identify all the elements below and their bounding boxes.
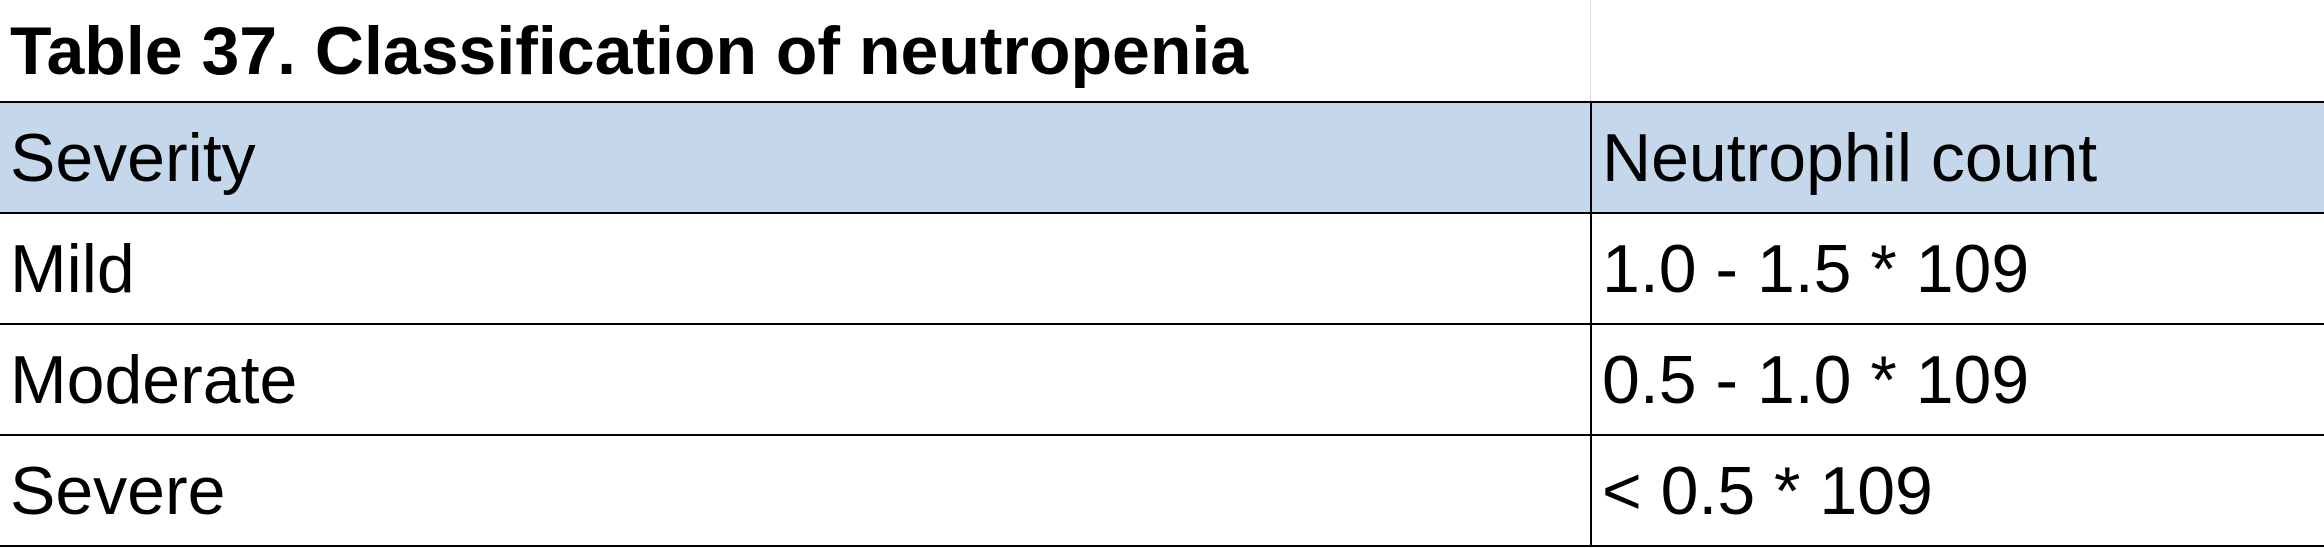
header-cell-severity[interactable]: Severity	[0, 101, 1592, 214]
header-cell-neutrophil-count[interactable]: Neutrophil count	[1591, 101, 2324, 214]
cell-gridline	[1590, 0, 1591, 101]
cell-severity[interactable]: Severe	[0, 434, 1592, 547]
table-row: Severe < 0.5 * 109	[0, 434, 2324, 547]
cell-neutrophil-count[interactable]: 1.0 - 1.5 * 109	[1591, 212, 2324, 325]
neutropenia-classification-table: Severity Neutrophil count Mild 1.0 - 1.5…	[0, 101, 2324, 547]
cell-severity[interactable]: Mild	[0, 212, 1592, 325]
cell-neutrophil-count[interactable]: < 0.5 * 109	[1591, 434, 2324, 547]
table-title: Table 37. Classification of neutropenia	[10, 13, 1249, 89]
table-row: Moderate 0.5 - 1.0 * 109	[0, 323, 2324, 436]
cell-severity[interactable]: Moderate	[0, 323, 1592, 436]
table-row: Mild 1.0 - 1.5 * 109	[0, 212, 2324, 325]
title-row: Table 37. Classification of neutropenia	[0, 0, 2324, 101]
cell-neutrophil-count[interactable]: 0.5 - 1.0 * 109	[1591, 323, 2324, 436]
table-header-row: Severity Neutrophil count	[0, 101, 2324, 214]
